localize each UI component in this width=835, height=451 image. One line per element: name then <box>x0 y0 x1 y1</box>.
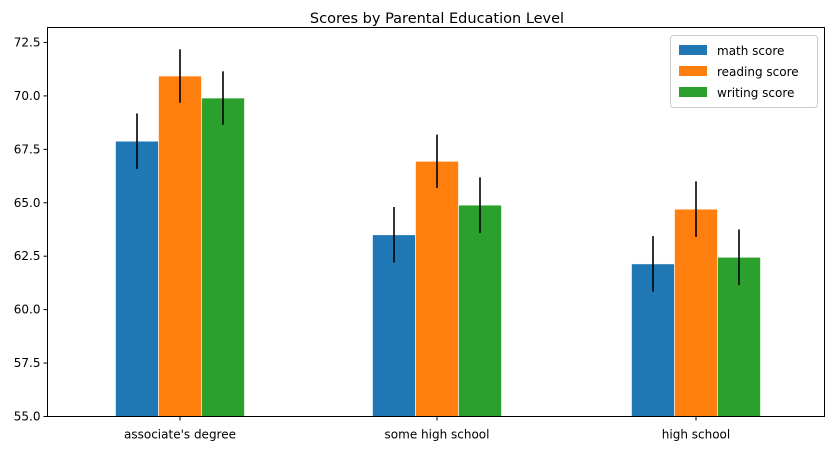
x-tick-label: some high school <box>385 428 490 442</box>
legend-swatch <box>679 87 707 97</box>
bars-group <box>115 75 761 417</box>
y-tick-label: 60.0 <box>14 303 41 317</box>
y-tick-label: 65.0 <box>14 196 41 210</box>
x-axis: associate's degree some high school high s… <box>124 416 730 442</box>
bar-reading-score-2 <box>674 208 718 417</box>
bar-reading-score-0 <box>158 75 202 417</box>
legend-swatch <box>679 66 707 76</box>
y-tick-label: 55.0 <box>14 410 41 424</box>
bar-reading-score-1 <box>415 160 459 417</box>
legend-label: writing score <box>717 86 794 100</box>
error-bars-group <box>136 49 740 292</box>
bar-math-score-1 <box>372 234 416 417</box>
bar-writing-score-1 <box>458 204 502 417</box>
y-tick-label: 57.5 <box>14 356 41 370</box>
bar-math-score-0 <box>115 140 159 417</box>
legend: math score reading score writing score <box>670 35 818 108</box>
chart-title: Scores by Parental Education Level <box>310 11 564 27</box>
y-tick-label: 67.5 <box>14 142 41 156</box>
legend-swatch <box>679 45 707 55</box>
bar-writing-score-0 <box>201 97 245 417</box>
legend-box <box>670 35 818 108</box>
y-tick-label: 70.0 <box>14 89 41 103</box>
x-tick-label: high school <box>662 428 730 442</box>
y-tick-label: 62.5 <box>14 249 41 263</box>
x-tick-label: associate's degree <box>124 428 236 442</box>
plot-frame <box>47 27 825 417</box>
legend-label: math score <box>717 44 784 58</box>
y-tick-label: 72.5 <box>14 35 41 49</box>
y-axis: 55.0 57.5 60.0 62.5 65.0 67.5 70.0 72.5 <box>14 35 48 424</box>
legend-label: reading score <box>717 65 799 79</box>
